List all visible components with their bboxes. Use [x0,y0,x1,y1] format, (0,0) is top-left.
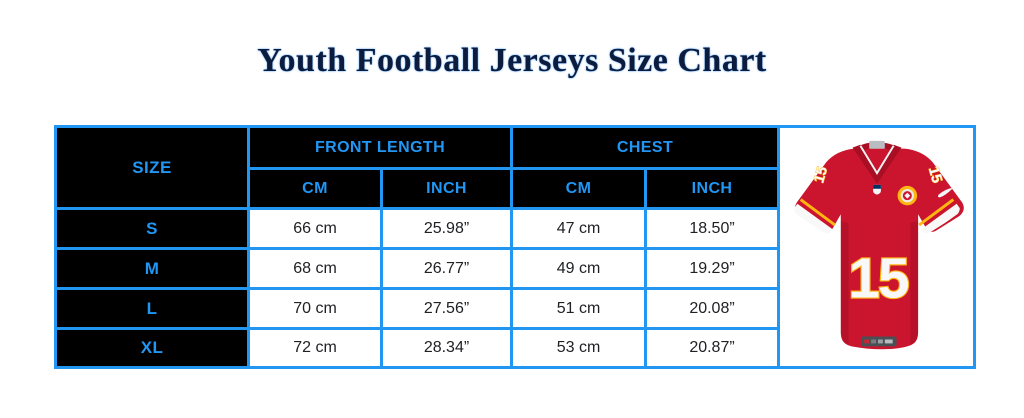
header-row-groups: SIZE FRONT LENGTH CHEST [54,125,977,369]
cell-front-inch: 28.34” [380,327,513,369]
jersey-body [794,148,964,349]
header-chest: CHEST [509,125,781,170]
size-label-s: S [54,207,250,250]
jersey-cell: 15 15 15 [777,125,977,369]
cell-front-cm: 70 cm [247,287,383,330]
header-chest-cm: CM [510,167,647,210]
table-row: L 70 cm 27.56” 51 cm 20.08” [54,287,975,330]
header-front-cm: CM [247,167,383,210]
jersey-number: 15 [848,247,908,310]
page-title: Youth Football Jerseys Size Chart [257,42,767,79]
cell-chest-cm: 47 cm [510,207,647,250]
jock-tag [860,336,897,346]
jersey-image: 15 15 15 [780,128,973,366]
table-row: XL 72 cm 28.34” 53 cm 20.87” [54,327,975,369]
size-label-l: L [54,287,250,330]
cell-front-cm: 72 cm [247,327,383,369]
cell-chest-inch: 19.29” [643,247,781,290]
nfl-shield-icon [872,184,881,195]
header-chest-inch: INCH [643,167,781,210]
header-front-length: FRONT LENGTH [247,125,513,170]
size-label-xl: XL [54,327,250,369]
cell-chest-cm: 49 cm [510,247,647,290]
cell-chest-cm: 53 cm [510,327,647,369]
team-patch-icon [897,185,917,205]
cell-chest-inch: 18.50” [643,207,781,250]
header-size: SIZE [54,125,250,210]
jersey-shading-right [909,220,918,344]
cell-front-inch: 25.98” [380,207,513,250]
football-jersey-graphic: 15 15 15 [793,140,964,349]
table-row: M 68 cm 26.77” 49 cm 19.29” [54,247,975,290]
cell-chest-inch: 20.87” [643,327,781,369]
size-label-m: M [54,247,250,290]
jersey-number-left-shoulder: 15 [811,164,831,184]
cell-front-cm: 66 cm [247,207,383,250]
collar-white-trim [859,144,894,175]
cell-front-cm: 68 cm [247,247,383,290]
collar-tag [868,140,885,149]
cell-front-inch: 26.77” [380,247,513,290]
header-front-inch: INCH [380,167,513,210]
cell-chest-inch: 20.08” [643,287,781,330]
back-collar [854,141,900,154]
jersey-number-right-shoulder: 15 [924,164,944,184]
table-row: S 66 cm 25.98” 47 cm 18.50” [54,207,975,250]
header-row-units: CM INCH CM INCH [56,167,975,210]
nike-swoosh-icon [937,187,953,197]
cell-front-inch: 27.56” [380,287,513,330]
cell-chest-cm: 51 cm [510,287,647,330]
jersey-shading-left [840,220,849,344]
size-chart-table: SIZE FRONT LENGTH CHEST [54,125,977,369]
